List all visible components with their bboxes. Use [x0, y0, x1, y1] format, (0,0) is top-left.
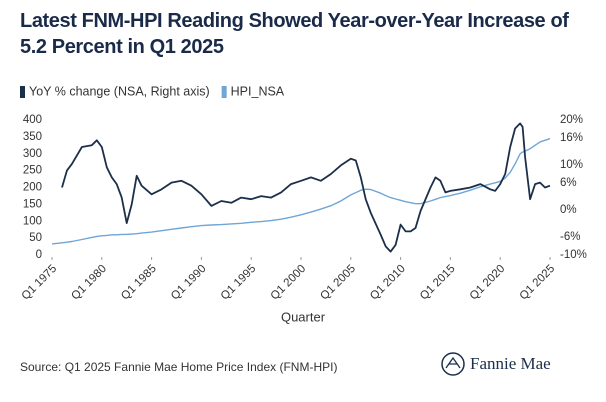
y2-tick-label: 16% — [560, 132, 583, 144]
y-tick-label: 300 — [23, 148, 42, 160]
chart-title: Latest FNM-HPI Reading Showed Year-over-… — [20, 10, 569, 58]
y-tick-label: 100 — [23, 215, 42, 227]
x-tick-label: Q1 1975 — [20, 263, 60, 303]
y-tick-label: 0 — [36, 249, 42, 261]
y-tick-label: 400 — [23, 114, 42, 126]
series-line — [51, 137, 551, 245]
x-tick-label: Q1 2020 — [468, 263, 508, 303]
legend-swatch — [221, 86, 227, 98]
y-tick-label: 50 — [29, 232, 42, 244]
y2-tick-label: 10% — [560, 159, 583, 171]
y2-tick-label: -10% — [560, 249, 587, 261]
x-tick-label: Q1 2005 — [318, 263, 358, 303]
x-tick-label: Q1 1995 — [219, 263, 259, 303]
source-note: Source: Q1 2025 Fannie Mae Home Price In… — [20, 360, 337, 374]
series-line — [61, 122, 551, 253]
y-tick-label: 150 — [23, 198, 42, 210]
x-tick-label: Q1 1980 — [69, 263, 109, 303]
x-tick-label: Q1 1990 — [169, 263, 209, 303]
y2-tick-label: -6% — [560, 231, 580, 243]
y2-tick-label: 0% — [560, 204, 577, 216]
x-axis-title: Quarter — [281, 309, 326, 324]
legend-label: YoY % change (NSA, Right axis) — [29, 84, 210, 98]
x-tick-label: Q1 1985 — [119, 263, 159, 303]
legend-swatch — [20, 86, 25, 98]
logo-icon — [441, 352, 465, 376]
y2-tick-label: 20% — [560, 114, 583, 126]
x-tick-label: Q1 2015 — [418, 263, 458, 303]
y-tick-label: 350 — [23, 131, 42, 143]
legend-label: HPI_NSA — [231, 84, 285, 98]
y-tick-label: 200 — [23, 182, 42, 194]
logo-text: Fannie Mae — [470, 354, 551, 373]
y-tick-label: 250 — [23, 165, 42, 177]
x-tick-label: Q1 2000 — [269, 263, 309, 303]
y2-tick-label: 6% — [560, 177, 577, 189]
x-tick-label: Q1 2010 — [368, 263, 408, 303]
x-tick-label: Q1 2025 — [518, 263, 558, 303]
